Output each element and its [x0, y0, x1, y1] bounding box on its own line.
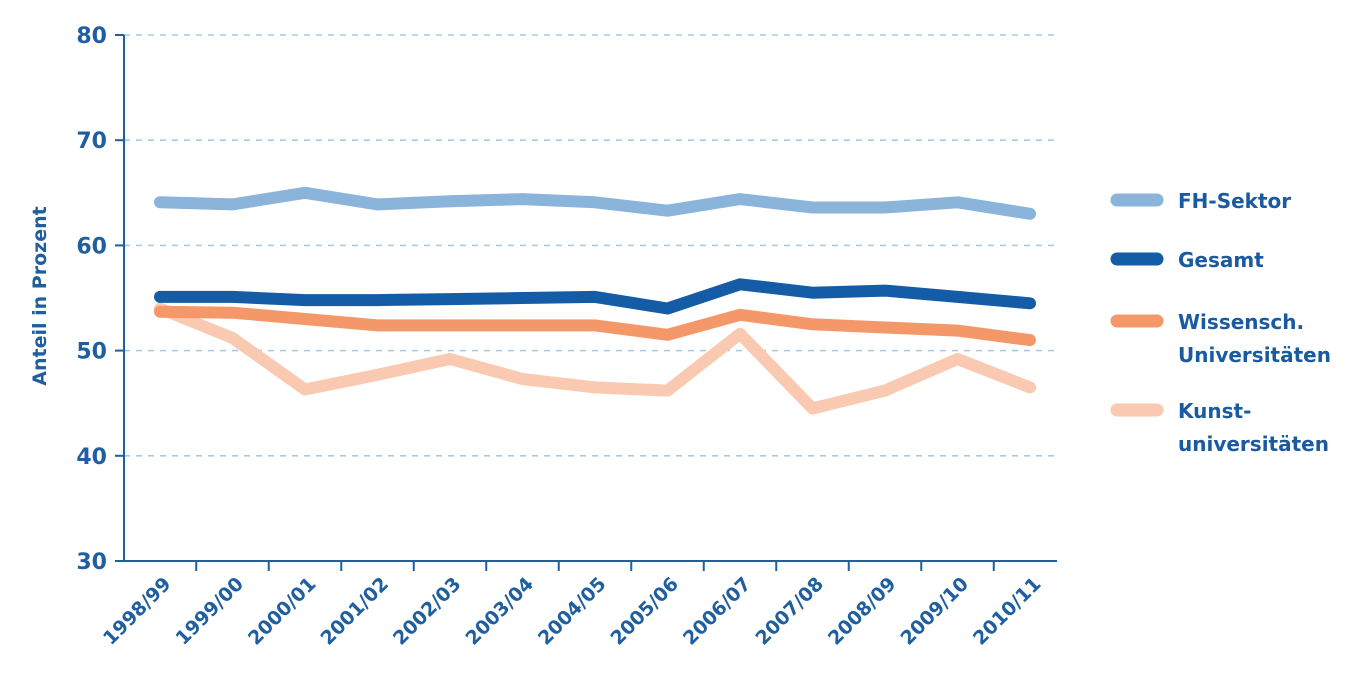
series-lines [154, 186, 1036, 415]
x-tick-label-2000/01: 2000/01 [244, 573, 321, 650]
y-tick-label-40: 40 [76, 445, 107, 470]
legend-label-gesamt: Gesamt [1178, 248, 1264, 272]
x-tick-label-2002/03: 2002/03 [389, 573, 466, 650]
series-line-gesamt [154, 278, 1036, 315]
y-tick-label-80: 80 [76, 24, 107, 49]
x-tick-label-1998/99: 1998/99 [99, 573, 176, 650]
y-tick-label-60: 60 [76, 234, 107, 259]
legend-label-fh-sektor: FH-Sektor [1178, 189, 1291, 213]
axes [115, 34, 1057, 571]
x-tick-label-2006/07: 2006/07 [679, 573, 756, 650]
legend-label-wissensch-universit-ten: Universitäten [1178, 343, 1331, 367]
legend: FH-Sektor Gesamt Wissensch. Universitäten Ku… [1110, 189, 1331, 456]
series-line-fh-sektor [154, 186, 1036, 220]
y-tick-label-50: 50 [76, 340, 107, 365]
x-tick-label-2003/04: 2003/04 [461, 573, 538, 650]
x-tick-label-1999/00: 1999/00 [171, 573, 248, 650]
x-tick-label-2009/10: 2009/10 [896, 573, 973, 650]
series-line-kunst-universit-ten [154, 302, 1036, 415]
y-tick-label-70: 70 [76, 129, 107, 154]
x-tick-label-2007/08: 2007/08 [751, 573, 828, 650]
x-tick-label-2010/11: 2010/11 [969, 573, 1046, 650]
legend-label-kunst-universit-ten: universitäten [1178, 432, 1329, 456]
y-tick-label-30: 30 [76, 550, 107, 575]
series-line-wissensch-universit-ten [154, 305, 1036, 347]
y-axis-title: Anteil in Prozent [29, 206, 51, 385]
x-tick-label-2004/05: 2004/05 [534, 573, 611, 650]
x-tick-label-2001/02: 2001/02 [316, 573, 393, 650]
x-tick-label-2008/09: 2008/09 [824, 573, 901, 650]
x-tick-label-2005/06: 2005/06 [606, 573, 683, 650]
legend-label-wissensch-universit-ten: Wissensch. [1178, 310, 1304, 334]
legend-label-kunst-universit-ten: Kunst- [1178, 399, 1251, 423]
